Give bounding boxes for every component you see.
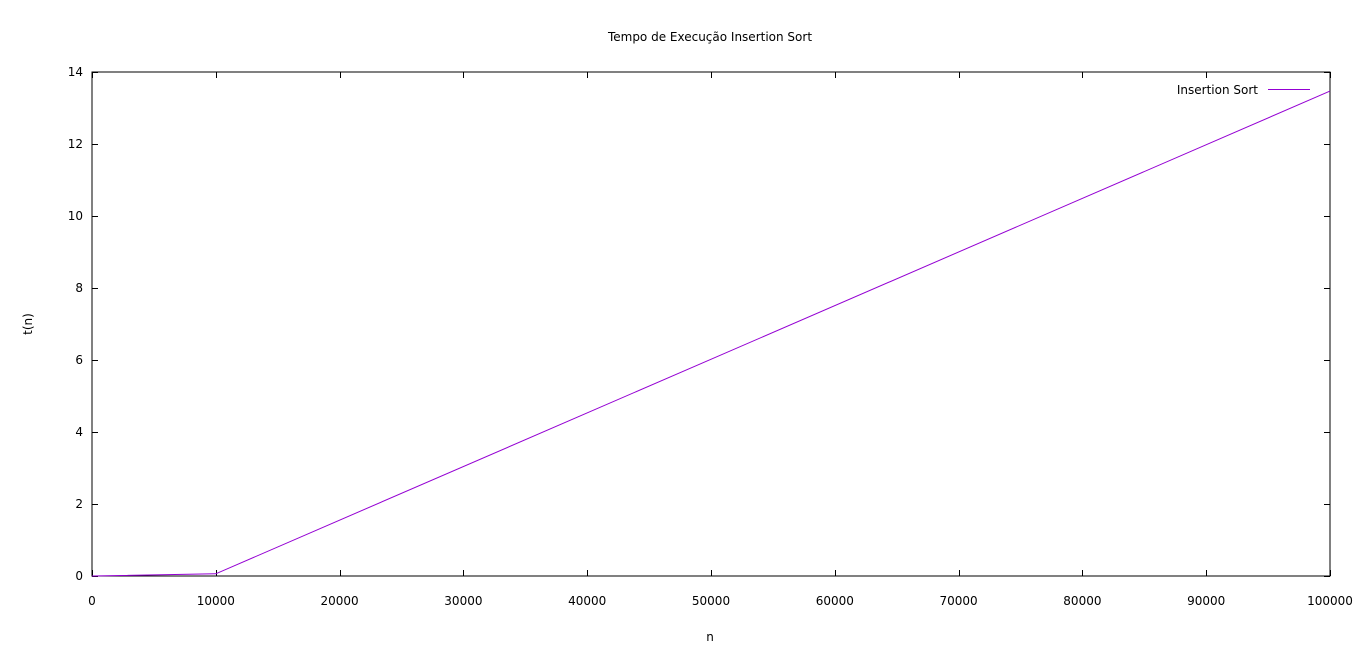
x-tick-label: 100000 (1307, 594, 1353, 608)
y-tick-label: 8 (75, 281, 83, 295)
y-tick-label: 6 (75, 353, 83, 367)
y-tick-label: 10 (68, 209, 83, 223)
plot-frame (91, 71, 1331, 577)
x-tick-label: 70000 (940, 594, 978, 608)
y-axis-label: t(n) (21, 313, 35, 335)
x-axis-label: n (706, 630, 714, 644)
x-tick-label: 30000 (444, 594, 482, 608)
axis-ticks: 0 10000 20000 30000 40000 50000 60000 70000 8000… (68, 65, 1353, 608)
chart-title: Tempo de Execução Insertion Sort (607, 30, 812, 44)
series-group (91, 90, 1331, 577)
legend-label: Insertion Sort (1177, 83, 1258, 97)
x-tick-label: 60000 (816, 594, 854, 608)
x-tick-label: 50000 (692, 594, 730, 608)
series-line (91, 90, 1331, 577)
y-tick-label: 12 (68, 137, 83, 151)
x-tick-label: 10000 (197, 594, 235, 608)
x-tick-label: 40000 (568, 594, 606, 608)
y-tick-label: 0 (75, 569, 83, 583)
legend: Insertion Sort (1177, 83, 1310, 97)
x-tick-label: 20000 (321, 594, 359, 608)
x-tick-label: 90000 (1187, 594, 1225, 608)
y-tick-label: 2 (75, 497, 83, 511)
x-tick-label: 80000 (1063, 594, 1101, 608)
y-tick-label: 14 (68, 65, 83, 79)
y-tick-label: 4 (75, 425, 83, 439)
x-tick-label: 0 (88, 594, 96, 608)
